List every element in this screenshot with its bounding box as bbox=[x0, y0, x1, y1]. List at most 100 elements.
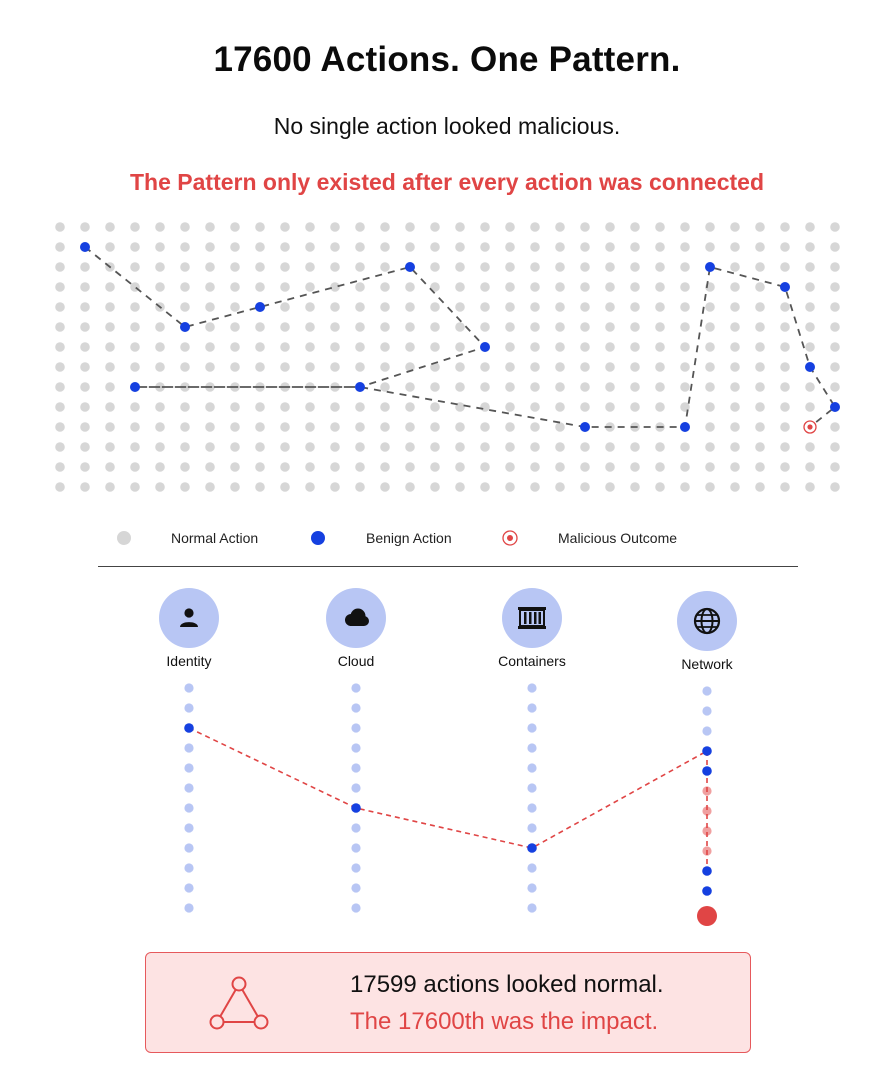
normal-action-dot bbox=[555, 222, 565, 232]
normal-action-dot bbox=[630, 462, 640, 472]
normal-action-dot bbox=[280, 482, 290, 492]
lane-dot bbox=[184, 803, 194, 813]
normal-action-dot bbox=[255, 322, 265, 332]
normal-action-dot bbox=[305, 282, 315, 292]
normal-action-dot bbox=[230, 422, 240, 432]
normal-action-dot bbox=[405, 462, 415, 472]
normal-action-dot bbox=[755, 402, 765, 412]
normal-action-dot bbox=[680, 482, 690, 492]
lane-dot bbox=[184, 863, 194, 873]
normal-action-dot bbox=[680, 402, 690, 412]
normal-action-dot bbox=[680, 362, 690, 372]
normal-action-dot bbox=[305, 342, 315, 352]
normal-action-dot bbox=[755, 322, 765, 332]
normal-action-dot bbox=[380, 282, 390, 292]
normal-action-dot bbox=[380, 322, 390, 332]
normal-action-dot bbox=[780, 462, 790, 472]
normal-action-dot bbox=[455, 282, 465, 292]
benign-action-dot bbox=[355, 382, 365, 392]
normal-action-dot bbox=[280, 262, 290, 272]
normal-action-dot bbox=[605, 402, 615, 412]
category-label: Cloud bbox=[337, 653, 375, 669]
normal-action-dot bbox=[455, 262, 465, 272]
normal-action-dot bbox=[530, 402, 540, 412]
normal-action-dot bbox=[230, 302, 240, 312]
normal-action-dot bbox=[130, 422, 140, 432]
normal-action-dot bbox=[480, 482, 490, 492]
normal-action-dot bbox=[230, 222, 240, 232]
normal-action-dot bbox=[180, 242, 190, 252]
normal-action-dot bbox=[455, 462, 465, 472]
normal-action-dot bbox=[505, 462, 515, 472]
normal-action-dot bbox=[655, 282, 665, 292]
normal-action-dot bbox=[805, 222, 815, 232]
normal-action-dot bbox=[330, 482, 340, 492]
normal-action-dot bbox=[55, 342, 65, 352]
normal-action-dot bbox=[655, 402, 665, 412]
normal-action-dot bbox=[555, 342, 565, 352]
lane-dot bbox=[351, 863, 361, 873]
normal-action-dot bbox=[80, 322, 90, 332]
normal-action-dot bbox=[255, 442, 265, 452]
normal-action-dot bbox=[580, 402, 590, 412]
lane-dot bbox=[702, 726, 712, 736]
normal-action-dot bbox=[205, 342, 215, 352]
normal-action-dot bbox=[255, 402, 265, 412]
normal-action-dot bbox=[405, 242, 415, 252]
normal-action-dot bbox=[555, 402, 565, 412]
normal-action-dot bbox=[730, 482, 740, 492]
benign-action-dot bbox=[184, 723, 194, 733]
normal-action-dot bbox=[255, 422, 265, 432]
lane-dot bbox=[184, 903, 194, 913]
normal-action-dot bbox=[730, 242, 740, 252]
normal-action-dot bbox=[480, 422, 490, 432]
normal-action-dot bbox=[605, 342, 615, 352]
normal-action-dot bbox=[155, 242, 165, 252]
normal-action-dot bbox=[780, 222, 790, 232]
normal-action-dot bbox=[55, 462, 65, 472]
normal-action-dot bbox=[505, 262, 515, 272]
normal-action-dot bbox=[630, 242, 640, 252]
normal-action-dot bbox=[230, 462, 240, 472]
normal-action-dot bbox=[80, 302, 90, 312]
normal-action-dot bbox=[630, 302, 640, 312]
normal-action-dot bbox=[130, 462, 140, 472]
normal-action-dot bbox=[155, 222, 165, 232]
normal-action-dot bbox=[830, 382, 840, 392]
normal-action-dot bbox=[305, 422, 315, 432]
lane-dot bbox=[702, 686, 712, 696]
lanes-diagram bbox=[184, 683, 717, 926]
lane-dot bbox=[184, 763, 194, 773]
lane-dot bbox=[527, 863, 537, 873]
normal-action-dot bbox=[130, 482, 140, 492]
normal-action-dot bbox=[580, 282, 590, 292]
normal-action-dot bbox=[130, 262, 140, 272]
normal-action-dot bbox=[305, 442, 315, 452]
category-containers: Containers bbox=[462, 588, 602, 669]
normal-action-dot bbox=[805, 282, 815, 292]
normal-action-dot bbox=[755, 442, 765, 452]
normal-action-dot bbox=[730, 442, 740, 452]
normal-action-dot bbox=[805, 262, 815, 272]
normal-action-dot bbox=[730, 402, 740, 412]
normal-action-dot bbox=[580, 242, 590, 252]
normal-action-dot bbox=[205, 302, 215, 312]
normal-action-dot bbox=[430, 282, 440, 292]
normal-action-dot bbox=[430, 462, 440, 472]
normal-action-dot bbox=[305, 482, 315, 492]
normal-action-dot bbox=[230, 402, 240, 412]
lane-dot bbox=[351, 703, 361, 713]
lane-dot bbox=[184, 823, 194, 833]
lane-dot bbox=[184, 743, 194, 753]
normal-action-dot bbox=[55, 322, 65, 332]
normal-action-dot bbox=[380, 402, 390, 412]
normal-action-dot bbox=[80, 422, 90, 432]
normal-action-dot bbox=[530, 362, 540, 372]
normal-action-dot bbox=[55, 262, 65, 272]
lane-dot bbox=[351, 763, 361, 773]
legend-benign-label: Benign Action bbox=[366, 530, 452, 546]
normal-action-dot bbox=[830, 262, 840, 272]
normal-action-dot bbox=[580, 222, 590, 232]
normal-action-dot bbox=[705, 422, 715, 432]
normal-action-dot bbox=[580, 362, 590, 372]
